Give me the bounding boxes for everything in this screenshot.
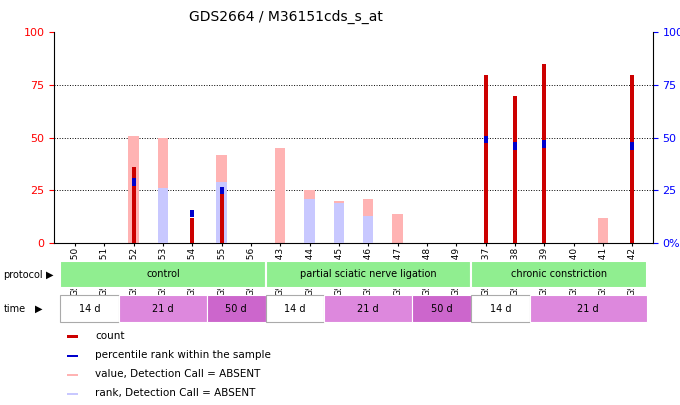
Bar: [132, 167, 135, 243]
Bar: [412, 295, 471, 322]
Bar: [190, 218, 194, 243]
Text: rank, Detection Call = ABSENT: rank, Detection Call = ABSENT: [95, 388, 256, 399]
Bar: [266, 295, 324, 322]
Bar: [275, 148, 286, 243]
Bar: [67, 374, 78, 376]
Bar: [471, 295, 530, 322]
Bar: [67, 392, 78, 395]
Text: 14 d: 14 d: [490, 304, 511, 314]
Bar: [207, 295, 266, 322]
Bar: [334, 201, 344, 243]
Bar: [630, 75, 634, 243]
Bar: [543, 64, 546, 243]
Text: 50 d: 50 d: [226, 304, 247, 314]
Text: partial sciatic nerve ligation: partial sciatic nerve ligation: [300, 269, 437, 279]
Text: 14 d: 14 d: [79, 304, 101, 314]
Bar: [530, 295, 647, 322]
Bar: [598, 218, 608, 243]
Bar: [132, 178, 135, 185]
Bar: [67, 355, 78, 357]
Bar: [513, 96, 517, 243]
Text: 21 d: 21 d: [577, 304, 599, 314]
Bar: [220, 187, 224, 194]
Bar: [266, 261, 471, 288]
Text: 21 d: 21 d: [358, 304, 379, 314]
Bar: [630, 143, 634, 150]
Bar: [543, 141, 546, 148]
Bar: [119, 295, 207, 322]
Bar: [305, 190, 315, 243]
Bar: [513, 143, 517, 150]
Bar: [363, 215, 373, 243]
Bar: [158, 138, 168, 243]
Bar: [67, 335, 78, 338]
Text: 21 d: 21 d: [152, 304, 174, 314]
Text: ▶: ▶: [35, 304, 42, 314]
Text: protocol: protocol: [3, 270, 43, 279]
Text: chronic constriction: chronic constriction: [511, 269, 607, 279]
Bar: [61, 261, 266, 288]
Bar: [483, 136, 488, 143]
Text: ▶: ▶: [46, 270, 54, 279]
Bar: [363, 199, 373, 243]
Bar: [324, 295, 412, 322]
Text: 50 d: 50 d: [431, 304, 452, 314]
Text: value, Detection Call = ABSENT: value, Detection Call = ABSENT: [95, 369, 260, 379]
Text: count: count: [95, 331, 124, 341]
Text: control: control: [146, 269, 180, 279]
Bar: [158, 188, 168, 243]
Text: GDS2664 / M36151cds_s_at: GDS2664 / M36151cds_s_at: [188, 10, 383, 24]
Bar: [471, 261, 647, 288]
Text: 14 d: 14 d: [284, 304, 306, 314]
Bar: [129, 136, 139, 243]
Bar: [392, 213, 403, 243]
Bar: [190, 210, 194, 217]
Text: time: time: [3, 304, 26, 314]
Bar: [216, 182, 226, 243]
Bar: [61, 295, 119, 322]
Bar: [334, 203, 344, 243]
Text: percentile rank within the sample: percentile rank within the sample: [95, 350, 271, 360]
Bar: [216, 155, 226, 243]
Bar: [305, 199, 315, 243]
Bar: [483, 75, 488, 243]
Bar: [220, 188, 224, 243]
